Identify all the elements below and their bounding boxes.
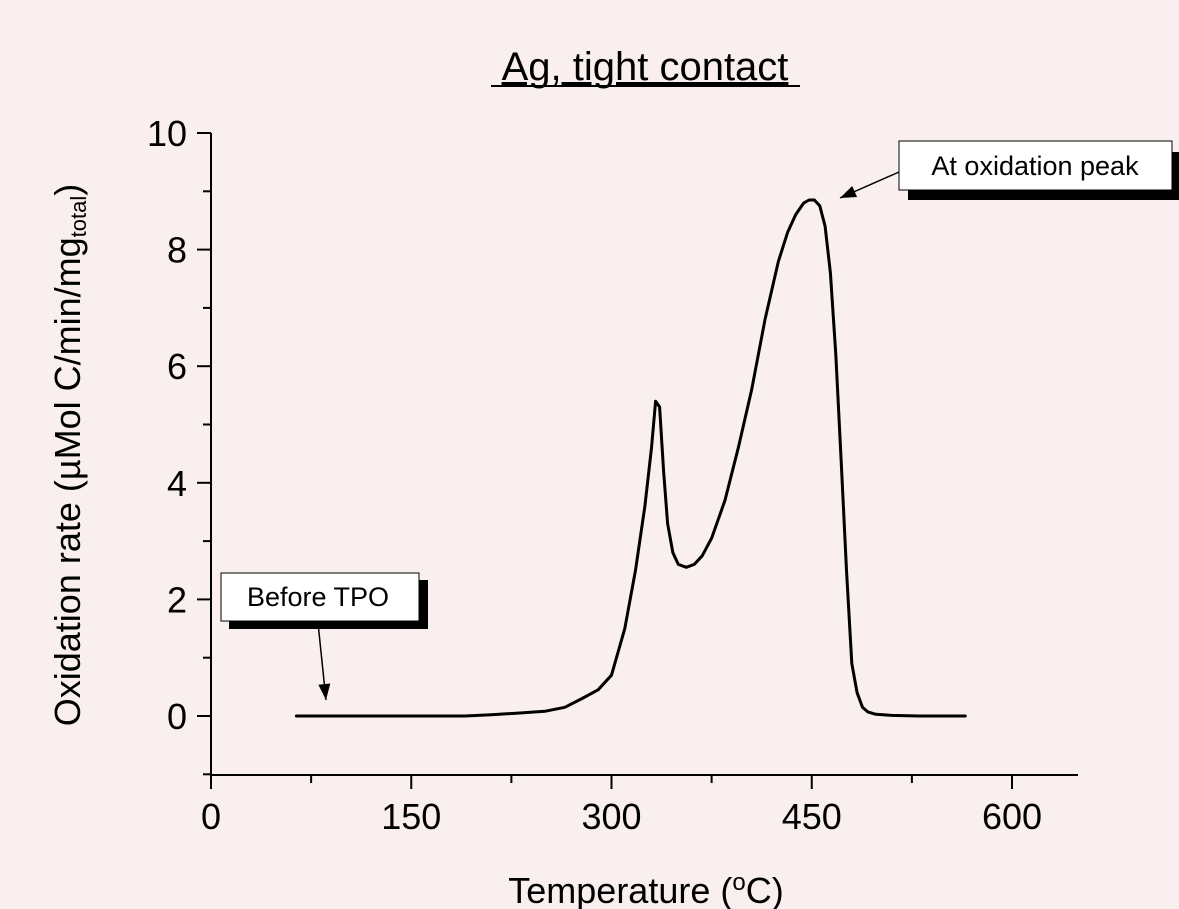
- y-tick-label: 6: [167, 346, 187, 387]
- peak-annotation-text: At oxidation peak: [931, 151, 1139, 181]
- y-tick-label: 8: [167, 230, 187, 271]
- before-tpo-arrow-head: [318, 683, 331, 700]
- x-axis-label-main: Temperature (: [508, 870, 732, 909]
- x-axis-label-superscript: o: [732, 869, 745, 896]
- y-tick-label: 10: [147, 113, 187, 154]
- y-ticks: 0 2 4 6 8 10: [147, 113, 211, 776]
- series-line-oxidation-rate: [294, 198, 967, 718]
- before-tpo-annotation-text: Before TPO: [247, 582, 389, 612]
- before-tpo-label-box: [220, 572, 420, 622]
- y-axis-label-subscript: total: [66, 196, 91, 238]
- y-tick-label: 2: [167, 579, 187, 620]
- peak-label-box: [898, 140, 1173, 191]
- y-axis-label-end: ): [47, 184, 88, 196]
- y-tick-label: 4: [167, 463, 187, 504]
- x-axis-label: Temperature (oC): [508, 869, 783, 909]
- x-axis-label-end: C): [746, 870, 784, 909]
- x-tick-label: 150: [381, 796, 441, 837]
- y-axis-label-main: Oxidation rate (µMol C/min/mg: [47, 237, 88, 726]
- x-tick-label: 300: [581, 796, 641, 837]
- x-tick-label: 600: [982, 796, 1042, 837]
- peak-arrow-head: [840, 186, 858, 198]
- chart-title: Ag, tight contact: [502, 45, 789, 89]
- y-axis-label: Oxidation rate (µMol C/min/mgtotal): [47, 184, 91, 726]
- x-ticks: 0 150 300 450 600: [201, 775, 1042, 837]
- x-tick-label: 450: [782, 796, 842, 837]
- x-tick-label: 0: [201, 796, 221, 837]
- y-tick-label: 0: [167, 696, 187, 737]
